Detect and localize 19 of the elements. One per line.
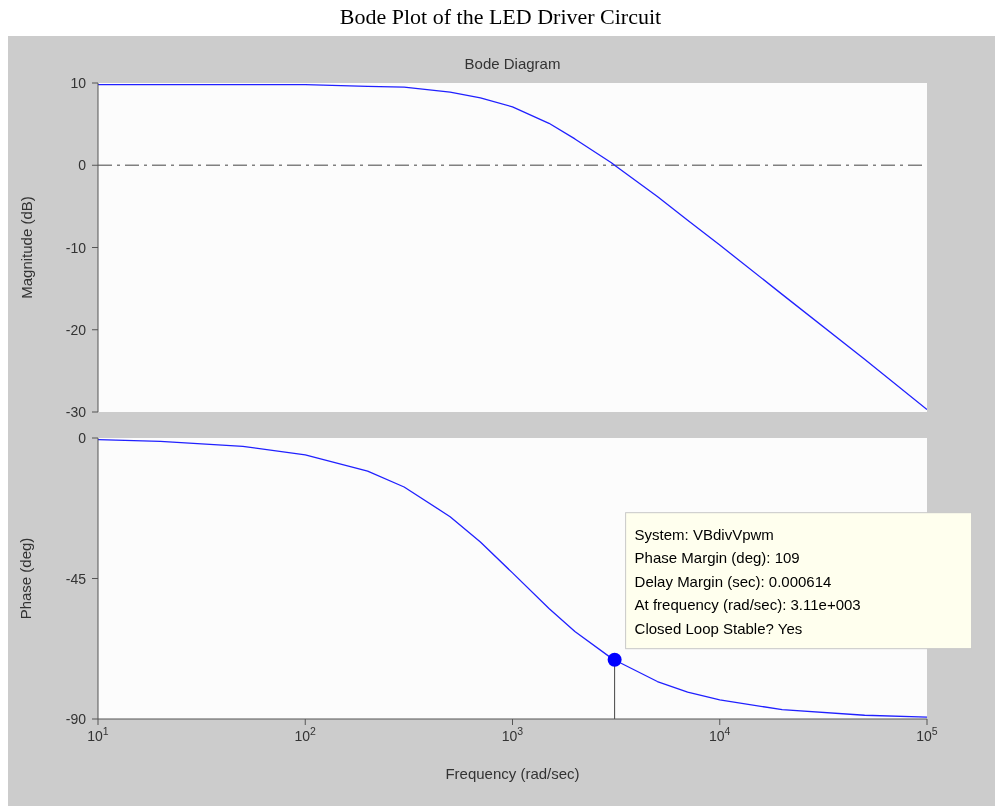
y-tick-label: 0 bbox=[78, 430, 87, 446]
annotation: System: VBdivVpwm Phase Margin (deg): 109 Delay Margin (sec): 0.000614 At frequency (rad/sec): 3.11e+003 Closed Loop Stable? Yes bbox=[634, 525, 861, 637]
y-tick-label: -30 bbox=[65, 404, 87, 420]
y-tick-label: -45 bbox=[65, 570, 87, 587]
chart-subtitle: Bode Diagram bbox=[463, 55, 562, 72]
x-tick-label: 10$^{1}$ bbox=[87, 725, 109, 744]
y-tick-label: -10 bbox=[65, 239, 87, 256]
y-axis-title: Magnitude (dB) bbox=[17, 196, 35, 299]
y-tick-label: -20 bbox=[65, 321, 87, 338]
y-tick-label: -90 bbox=[65, 711, 87, 727]
x-tick-label: 10$^{2}$ bbox=[294, 725, 317, 744]
y-axis-title: Phase (deg) bbox=[17, 537, 35, 620]
x-tick-label: 10$^{5}$ bbox=[916, 725, 938, 744]
chart-title: Bode Plot of the LED Driver Circuit bbox=[338, 4, 663, 30]
x-axis-title: Frequency (rad/sec) bbox=[445, 765, 580, 782]
y-tick-label: 0 bbox=[78, 157, 87, 174]
x-tick-label: 10$^{4}$ bbox=[709, 725, 731, 744]
y-tick-label: 10 bbox=[70, 75, 87, 91]
x-tick-label: 10$^{3}$ bbox=[501, 725, 524, 744]
